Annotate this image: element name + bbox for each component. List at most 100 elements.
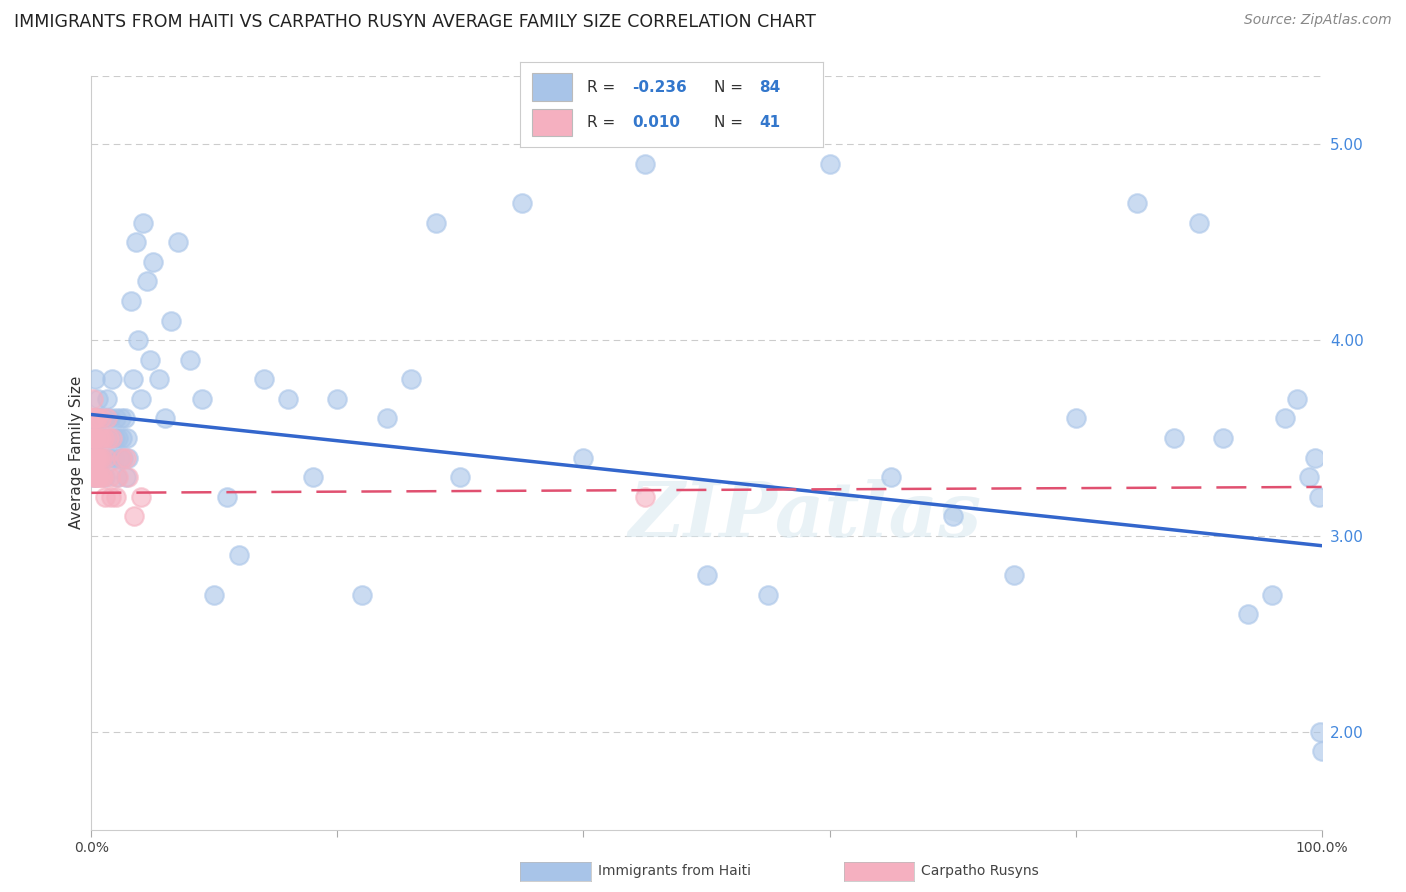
Point [941, 509, 963, 524]
Point [100, 490, 122, 504]
Point [84, 431, 107, 445]
Point [105, 490, 127, 504]
Point [90, 431, 112, 445]
Point [89, 470, 111, 484]
Point [107, 431, 129, 445]
Point [1212, 431, 1234, 445]
Point [93, 411, 115, 425]
Y-axis label: Average Family Size: Average Family Size [69, 376, 84, 529]
Point [1274, 411, 1296, 425]
Point [82, 392, 104, 406]
Point [425, 216, 447, 230]
Text: N =: N = [714, 79, 748, 95]
Text: 0.010: 0.010 [633, 115, 681, 130]
Point [83, 411, 105, 425]
Point [86, 411, 108, 425]
Point [89, 411, 111, 425]
Point [132, 216, 155, 230]
Point [86, 392, 108, 406]
Point [89, 450, 111, 465]
Point [98, 470, 121, 484]
Point [695, 568, 717, 582]
Point [115, 431, 138, 445]
Point [1305, 450, 1327, 465]
Point [86, 411, 108, 425]
Point [86, 411, 108, 425]
Point [111, 431, 134, 445]
Point [117, 470, 139, 484]
Point [880, 470, 903, 484]
Point [101, 431, 124, 445]
Point [1298, 470, 1320, 484]
Point [96, 450, 117, 465]
Point [124, 235, 148, 250]
Text: IMMIGRANTS FROM HAITI VS CARPATHO RUSYN AVERAGE FAMILY SIZE CORRELATION CHART: IMMIGRANTS FROM HAITI VS CARPATHO RUSYN … [14, 13, 815, 31]
Point [449, 470, 471, 484]
Text: N =: N = [714, 115, 748, 130]
Point [127, 333, 149, 347]
Point [90, 450, 112, 465]
Point [1285, 392, 1308, 406]
Point [97, 450, 120, 465]
Point [1237, 607, 1260, 622]
Point [94, 490, 117, 504]
Point [202, 588, 225, 602]
Point [301, 470, 323, 484]
Point [572, 450, 595, 465]
Point [82, 450, 104, 465]
Point [87, 431, 110, 445]
Point [277, 392, 299, 406]
Text: Immigrants from Haiti: Immigrants from Haiti [598, 864, 751, 879]
Point [103, 450, 125, 465]
Point [139, 352, 162, 367]
Text: 84: 84 [759, 79, 780, 95]
Point [96, 392, 118, 406]
Point [91, 470, 114, 484]
Point [114, 450, 138, 465]
Point [117, 450, 139, 465]
Text: Source: ZipAtlas.com: Source: ZipAtlas.com [1244, 13, 1392, 28]
FancyBboxPatch shape [533, 109, 572, 136]
Point [93, 431, 115, 445]
Point [120, 293, 142, 308]
Point [82, 470, 104, 484]
Text: 41: 41 [759, 115, 780, 130]
Point [1187, 216, 1209, 230]
Point [96, 411, 118, 425]
Point [253, 372, 276, 386]
Point [83, 470, 105, 484]
Point [104, 431, 127, 445]
Point [87, 450, 110, 465]
Point [90, 411, 112, 425]
Point [1163, 431, 1185, 445]
Point [1126, 196, 1149, 211]
Point [114, 411, 136, 425]
Point [510, 196, 533, 211]
Point [97, 431, 120, 445]
Point [101, 372, 124, 386]
Point [90, 431, 112, 445]
Point [135, 274, 157, 288]
Point [1064, 411, 1087, 425]
Point [160, 313, 183, 327]
Point [1261, 588, 1284, 602]
Point [756, 588, 779, 602]
Point [375, 411, 398, 425]
Point [179, 352, 201, 367]
Point [112, 450, 135, 465]
Point [108, 450, 131, 465]
Text: R =: R = [586, 79, 620, 95]
Point [129, 490, 152, 504]
Point [111, 450, 134, 465]
Point [818, 157, 841, 171]
Point [215, 490, 238, 504]
Point [166, 235, 188, 250]
Point [87, 450, 110, 465]
Point [153, 411, 177, 425]
Point [83, 470, 105, 484]
Point [83, 431, 105, 445]
Point [80, 431, 103, 445]
Point [86, 470, 108, 484]
Point [142, 255, 165, 269]
Text: Carpatho Rusyns: Carpatho Rusyns [921, 864, 1039, 879]
